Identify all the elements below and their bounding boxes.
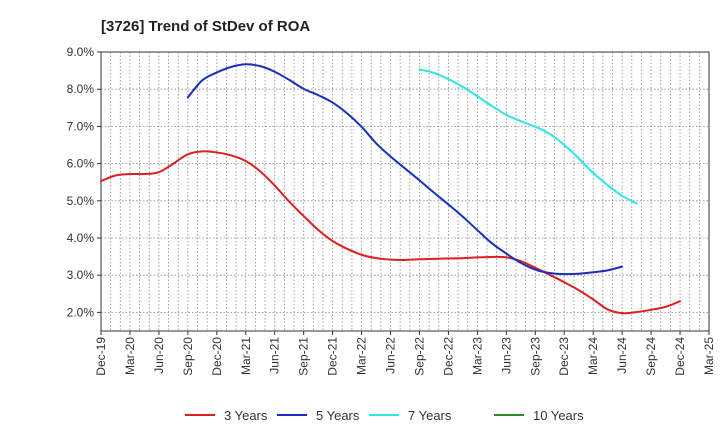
x-tick-label: Sep-24 [644, 337, 658, 376]
x-tick-label: Sep-20 [181, 337, 195, 376]
y-tick-label: 5.0% [67, 194, 95, 208]
x-tick-label: Mar-23 [470, 337, 484, 375]
y-tick-label: 8.0% [67, 82, 95, 96]
x-tick-label: Mar-25 [702, 337, 716, 375]
series-line-5-years [186, 63, 624, 276]
y-tick-label: 4.0% [67, 231, 95, 245]
series-lines [100, 63, 682, 315]
x-tick-label: Dec-20 [210, 337, 224, 376]
x-tick-label: Mar-20 [123, 337, 137, 375]
legend-label: 5 Years [316, 408, 360, 423]
x-tick-label: Mar-22 [355, 337, 369, 375]
x-tick-label: Dec-23 [557, 337, 571, 376]
y-tick-label: 7.0% [67, 119, 95, 133]
x-tick-label: Dec-24 [673, 337, 687, 376]
x-tick-label: Jun-21 [268, 337, 282, 374]
x-tick-label: Dec-19 [94, 337, 108, 376]
x-tick-label: Jun-22 [384, 337, 398, 374]
x-tick-label: Jun-23 [499, 337, 513, 374]
x-tick-label: Dec-22 [441, 337, 455, 376]
x-tick-label: Jun-20 [152, 337, 166, 374]
x-tick-label: Sep-21 [297, 337, 311, 376]
series-line-3-years [100, 150, 682, 315]
legend-label: 3 Years [224, 408, 268, 423]
chart-title: [3726] Trend of StDev of ROA [101, 18, 310, 35]
y-axis: 2.0% 3.0% 4.0% 5.0% 6.0% 7.0% 8.0% 9.0% [67, 45, 101, 319]
plot-frame [100, 51, 710, 332]
x-tick-label: Mar-24 [586, 337, 600, 375]
series-line-7-years [418, 68, 638, 205]
legend-label: 10 Years [533, 408, 584, 423]
legend-label: 7 Years [408, 408, 452, 423]
y-tick-label: 2.0% [67, 305, 95, 319]
x-tick-label: Mar-21 [239, 337, 253, 375]
x-axis: Dec-19 Mar-20 Jun-20 Sep-20 Dec-20 Mar-21 Jun-… [94, 331, 716, 376]
y-tick-label: 6.0% [67, 157, 95, 171]
x-tick-label: Sep-22 [412, 337, 426, 376]
x-tick-label: Jun-24 [615, 337, 629, 374]
y-tick-label: 3.0% [67, 268, 95, 282]
x-tick-label: Sep-23 [528, 337, 542, 376]
x-tick-label: Dec-21 [326, 337, 340, 376]
y-tick-label: 9.0% [67, 45, 95, 59]
grid [101, 52, 709, 331]
legend: 3 Years 5 Years 7 Years 10 Years [185, 408, 584, 423]
